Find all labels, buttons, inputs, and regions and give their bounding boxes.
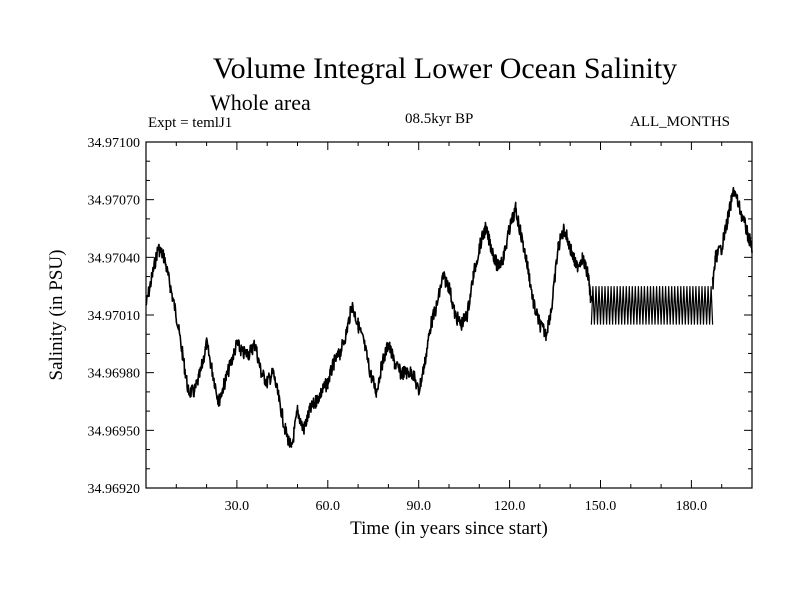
x-tick-label: 30.0 (225, 499, 250, 514)
x-tick-label: 180.0 (676, 499, 708, 514)
x-tick-label: 120.0 (494, 499, 526, 514)
y-tick-label: 34.97100 (88, 136, 141, 151)
y-axis-label: Salinity (in PSU) (46, 250, 67, 381)
experiment-label: Expt = temlJ1 (148, 115, 233, 131)
period-label: 08.5kyr BP (405, 111, 474, 127)
y-tick-label: 34.96950 (88, 424, 141, 439)
x-tick-label: 90.0 (406, 499, 431, 514)
x-axis-label: Time (in years since start) (350, 518, 548, 539)
y-tick-label: 34.96920 (88, 482, 141, 497)
y-tick-label: 34.97010 (88, 309, 141, 324)
x-tick-label: 60.0 (316, 499, 341, 514)
x-tick-label: 150.0 (585, 499, 617, 514)
chart-title: Volume Integral Lower Ocean Salinity (212, 52, 678, 85)
salinity-series-line (145, 186, 753, 448)
chart-subtitle: Whole area (210, 90, 311, 115)
y-tick-label: 34.96980 (88, 367, 141, 382)
y-tick-label: 34.97040 (88, 251, 141, 266)
months-label: ALL_MONTHS (630, 114, 730, 130)
oscillation-segment (590, 286, 714, 325)
y-tick-label: 34.97070 (88, 194, 141, 209)
